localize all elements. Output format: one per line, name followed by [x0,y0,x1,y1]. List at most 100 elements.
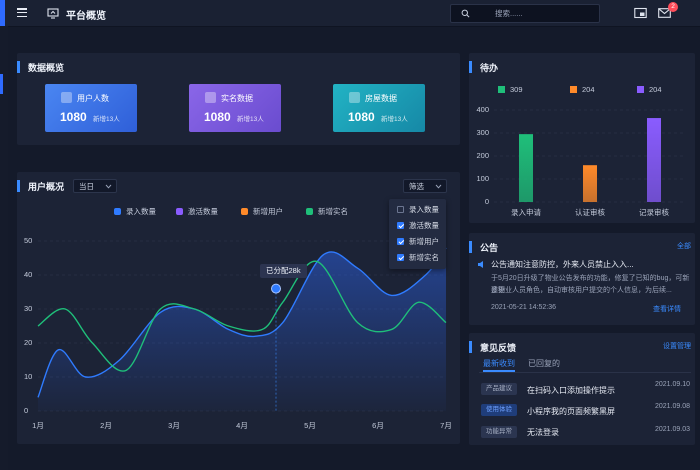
stat-value: 1080 [60,110,87,124]
notice-body: 于5月20日升级了物业公告发布的功能，修复了已知的bug，可新建更 [491,275,690,294]
notice-headline[interactable]: 公告通知注意防控，外来人员禁止入入... [491,260,634,269]
checkbox-checked-icon [397,254,404,261]
feedback-title: 意见反馈 [480,343,517,353]
title-accent [17,61,20,73]
y-tick-label: 20 [24,338,33,347]
stat-value: 1080 [348,110,375,124]
notice-title: 公告 [480,243,499,253]
feedback-tag: 功能异常 [481,426,517,438]
x-tick-label: 记录审核 [639,208,669,217]
stat-label: 实名数据 [221,94,253,103]
y-tick-label: 300 [476,128,489,137]
series-area [38,247,446,411]
feedback-tag: 使用体验 [481,404,517,416]
period-select[interactable]: 当日 [73,179,117,193]
legend-item[interactable]: 新增用户 [241,206,283,217]
y-tick-label: 30 [24,304,33,313]
title-accent [17,180,20,192]
series-line [37,247,447,398]
page-title: 平台概览 [66,11,106,22]
chart-tooltip: 已分配28k [260,264,307,278]
y-tick-label: 0 [24,406,29,415]
x-tick-label: 1月 [32,421,44,430]
stat-card-users[interactable]: 用户人数 1080 新增13人 [45,84,137,132]
filter-select[interactable]: 筛选 [403,179,447,193]
stat-label: 房屋数据 [365,94,397,103]
stat-label: 用户人数 [77,94,109,103]
bar [519,134,533,202]
todo-title: 待办 [480,63,499,73]
left-rail [0,26,8,470]
notice-body: 多物业人员角色，自动审核用户提交的个人信息，为后续... [491,287,672,294]
overview-panel: 数据概览 用户人数 1080 新增13人 实名数据 1080 新增13人 房屋数… [17,53,460,145]
x-tick-label: 4月 [236,421,248,430]
tab-active-underline [483,370,515,372]
x-tick-label: 6月 [372,421,384,430]
chevron-down-icon [105,184,112,189]
feedback-date: 2021.09.03 [655,426,691,433]
legend-item[interactable]: 录入数量 [114,206,156,217]
tab-replied[interactable]: 已回复的 [528,359,560,368]
feedback-date: 2021.09.10 [655,381,691,388]
filter-option[interactable]: 激活数量 [397,220,439,231]
overview-title: 数据概览 [28,63,65,73]
filter-option[interactable]: 新增实名 [397,252,439,263]
notice-more-link[interactable]: 全部 [677,243,691,250]
feedback-tag: 产品建议 [481,383,517,395]
monitor-icon [47,8,59,19]
notification-badge: 2 [668,2,678,12]
y-tick-label: 200 [476,151,489,160]
menu-icon[interactable] [17,8,27,18]
y-tick-label: 400 [476,105,489,114]
tab-divider [479,372,691,373]
title-accent [469,341,472,353]
stat-sub: 新增13人 [381,116,408,123]
filter-option[interactable]: 录入数量 [397,204,439,215]
notice-detail-link[interactable]: 查看详情 [653,306,681,313]
y-tick-label: 40 [24,270,33,279]
checkbox-checked-icon [397,222,404,229]
x-tick-label: 认证审核 [575,208,605,217]
todo-legend-item: 204 [570,85,595,94]
y-tick-label: 100 [476,174,489,183]
feedback-settings-link[interactable]: 设置管理 [663,343,691,350]
series-line [37,260,447,372]
stat-card-houses[interactable]: 房屋数据 1080 新增13人 [333,84,425,132]
checkbox-icon [397,206,404,213]
todo-legend-item: 309 [498,85,523,94]
title-accent [469,241,472,253]
x-tick-label: 2月 [100,421,112,430]
speaker-icon [478,261,483,268]
feedback-item[interactable]: 无法登录 [527,428,559,437]
y-tick-label: 0 [484,197,489,206]
stat-card-realname[interactable]: 实名数据 1080 新增13人 [189,84,281,132]
notice-date: 2021-05-21 14:52:36 [491,304,556,311]
chevron-down-icon [435,184,442,189]
tab-latest[interactable]: 最新收到 [483,359,515,368]
search-input[interactable] [495,7,595,19]
screen-icon[interactable] [634,7,647,19]
accent-strip [0,0,5,44]
x-tick-label: 录入申请 [511,208,541,217]
feedback-item[interactable]: 在扫码入口添加操作提示 [527,386,615,395]
house-icon [349,92,360,103]
legend-item[interactable]: 激活数量 [176,206,218,217]
feedback-item[interactable]: 小程序我的页面频繁黑屏 [527,407,615,416]
x-tick-label: 7月 [440,421,452,430]
rail-marker [0,74,3,94]
checkbox-checked-icon [397,238,404,245]
search-box[interactable] [450,4,600,23]
filter-option[interactable]: 新增用户 [397,236,439,247]
filter-dropdown: 录入数量 激活数量 新增用户 新增实名 [389,199,446,269]
id-card-icon [205,92,216,103]
stat-value: 1080 [204,110,231,124]
legend-item[interactable]: 新增实名 [306,206,348,217]
search-icon [461,9,470,18]
feedback-date: 2021.09.08 [655,403,691,410]
stat-sub: 新增13人 [93,116,120,123]
bar [647,118,661,202]
title-accent [469,61,472,73]
bar [583,165,597,202]
